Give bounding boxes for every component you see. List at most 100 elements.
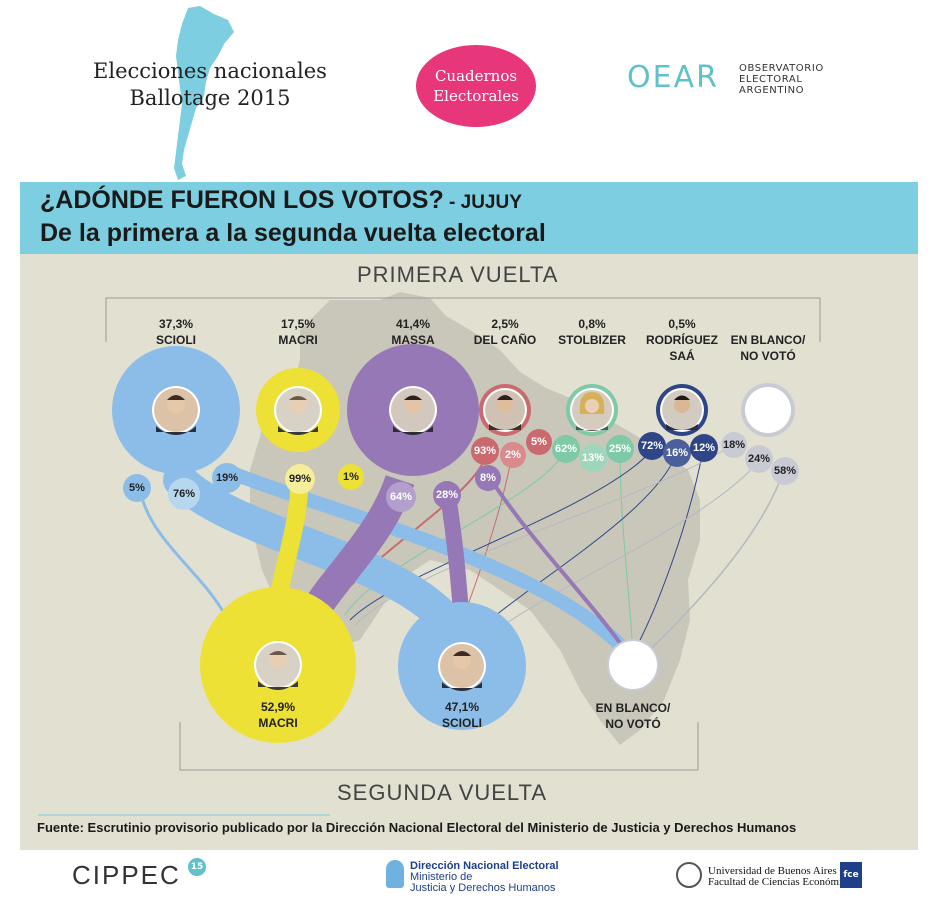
transfer-pct: 64% <box>389 491 413 503</box>
oear-line1: OBSERVATORIO <box>739 63 824 74</box>
banner-title-separator: - <box>443 192 461 213</box>
blank-transfer-bubbles <box>721 432 799 485</box>
flow-blank-blank <box>649 469 785 651</box>
candidate-name: MASSA <box>391 333 435 347</box>
flow-stolbizer-blank <box>619 449 633 641</box>
transfer-pct: 62% <box>554 443 578 455</box>
transfer-bubble <box>579 444 607 472</box>
blank-second-circle <box>607 639 659 691</box>
candidate-name: SCIOLI <box>441 716 482 730</box>
transfer-bubble <box>212 463 242 493</box>
transfer-pct: 76% <box>172 488 196 500</box>
candidate-name: MACRI <box>258 716 298 730</box>
candidate-pct: 52,9% <box>260 700 296 714</box>
transfer-bubble <box>168 478 200 510</box>
flow-rsaa-blank <box>639 449 704 641</box>
stolbizer-portrait-icon <box>570 388 614 432</box>
candidate-name: SCIOLI <box>155 333 196 347</box>
transfer-pct: 24% <box>747 453 771 465</box>
transfer-bubble <box>552 435 580 463</box>
transfer-pct: 2% <box>505 449 521 461</box>
blank-first-inner <box>745 387 791 433</box>
transfer-pct: 19% <box>215 472 239 484</box>
title-banner <box>20 182 918 254</box>
argentina-map-icon <box>174 6 234 180</box>
macri-first-label: 17,5% MACRI <box>258 316 338 348</box>
candidate-name: MACRI <box>278 333 318 347</box>
rsaa-transfer-bubbles <box>638 432 718 467</box>
first-round-label: PRIMERA VUELTA <box>357 262 559 287</box>
candidate-name-line2: NO VOTÓ <box>605 717 661 731</box>
transfer-pct: 5% <box>531 436 547 448</box>
candidate-name: RODRÍGUEZ <box>646 333 718 347</box>
cippec-anniversary-badge: 15 <box>188 858 206 876</box>
macri-transfer-bubbles <box>285 464 364 494</box>
macri-second-portrait-icon <box>254 641 302 690</box>
macri-second-label: 52,9% MACRI <box>238 699 318 731</box>
dne-head: Dirección Nacional Electoral <box>410 860 559 872</box>
uba-line2: Facultad de Ciencias Económicas <box>708 876 857 888</box>
transfer-pct: 28% <box>435 489 459 501</box>
transfer-bubble <box>745 445 773 473</box>
source-note: Fuente: Escrutinio provisorio publicado … <box>37 820 797 835</box>
rsaa-portrait-icon <box>660 388 704 432</box>
candidate-pct: 17,5% <box>280 317 316 331</box>
stolbizer-first-label: 0,8% STOLBIZER <box>552 316 632 348</box>
oear-line2: ELECTORAL <box>739 74 803 85</box>
flow-massa-blank <box>488 476 627 652</box>
badge-line2: Electorales <box>433 87 519 105</box>
transfer-bubble <box>663 439 691 467</box>
candidate-name: EN BLANCO/ <box>730 333 806 347</box>
dne-logo: Dirección Nacional Electoral Ministerio … <box>410 861 559 894</box>
transfer-bubble <box>606 435 634 463</box>
banner-title: ¿ADÓNDE FUERON LOS VOTOS? - JUJUY <box>40 186 522 215</box>
stolbizer-transfer-bubbles <box>552 435 634 472</box>
uba-line1: Universidad de Buenos Aires <box>708 865 837 877</box>
transfer-pct: 93% <box>473 445 497 457</box>
transfer-bubble <box>771 457 799 485</box>
transfer-pct: 1% <box>343 471 359 483</box>
second-round-label: SEGUNDA VUELTA <box>337 780 548 805</box>
massa-transfer-bubbles <box>386 465 501 512</box>
candidate-pct: 0,5% <box>668 317 696 331</box>
transfer-bubble <box>690 434 718 462</box>
flow-blank-macri <box>354 444 733 626</box>
transfer-bubble <box>285 464 315 494</box>
transfer-pct: 58% <box>773 465 797 477</box>
candidate-pct: 37,3% <box>158 317 194 331</box>
candidate-name-line2: SAÁ <box>669 349 695 363</box>
candidate-name: DEL CAÑO <box>473 333 537 347</box>
transfer-pct: 25% <box>608 443 632 455</box>
candidate-name: EN BLANCO/ <box>595 701 671 715</box>
scioli-second-label: 47,1% SCIOLI <box>422 699 502 731</box>
delcano-portrait-icon <box>483 388 527 432</box>
scioli-second-portrait-icon <box>438 642 486 691</box>
oear-subtitle: OBSERVATORIO ELECTORAL ARGENTINO <box>739 63 824 96</box>
footer <box>0 850 935 900</box>
scioli-first-label: 37,3% SCIOLI <box>136 316 216 348</box>
transfer-pct: 12% <box>692 442 716 454</box>
candidate-name-line2: NO VOTÓ <box>740 349 796 363</box>
candidate-pct: 41,4% <box>395 317 431 331</box>
macri-portrait-icon <box>274 386 322 435</box>
massa-first-label: 41,4% MASSA <box>373 316 453 348</box>
argentina-shield-icon <box>386 860 404 888</box>
transfer-pct: 72% <box>640 440 664 452</box>
transfer-bubble <box>638 432 666 460</box>
bottom-bracket <box>179 722 699 771</box>
event-title: Elecciones nacionales Ballotage 2015 <box>60 58 360 112</box>
delcano-first-label: 2,5% DEL CAÑO <box>465 316 545 348</box>
flow-scioli-blank <box>222 463 631 655</box>
top-bracket <box>105 297 821 342</box>
candidate-pct: 47,1% <box>444 700 480 714</box>
event-title-line1: Elecciones nacionales <box>93 59 327 83</box>
badge-line1: Cuadernos <box>434 67 518 85</box>
candidate-pct: 0,8% <box>578 317 606 331</box>
transfer-bubble <box>123 474 151 502</box>
scioli-portrait-icon <box>152 386 200 435</box>
uba-logo: Universidad de Buenos Aires Facultad de … <box>708 866 856 888</box>
transfer-bubble <box>386 482 416 512</box>
transfer-pct: 18% <box>722 439 746 451</box>
banner-province: JUJUY <box>460 192 522 213</box>
rsaa-first-label: 0,5% RODRÍGUEZ SAÁ <box>642 316 722 364</box>
